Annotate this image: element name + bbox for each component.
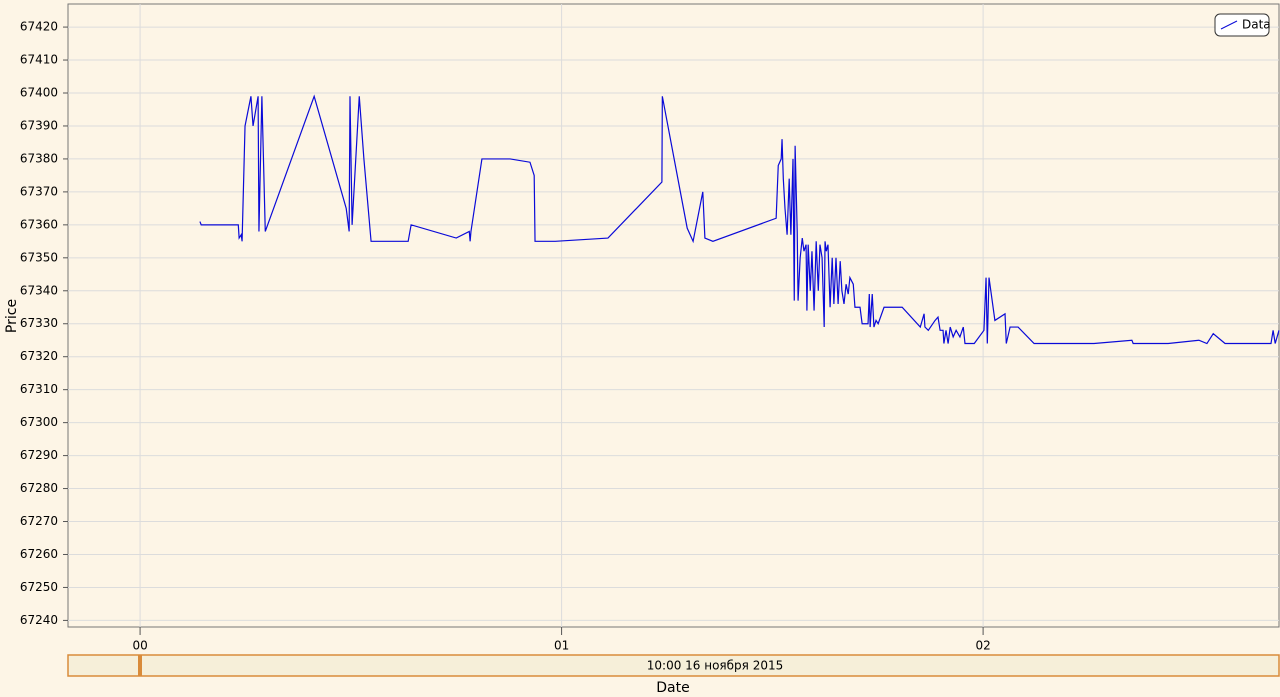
y-tick-label: 67340	[20, 283, 58, 297]
legend-swatch	[1220, 20, 1238, 30]
plot-area	[67, 3, 1280, 628]
legend: Data	[1214, 13, 1271, 37]
y-tick-label: 67290	[20, 448, 58, 462]
y-axis-label: Price	[4, 299, 20, 333]
grid	[68, 4, 1279, 627]
y-tick-label: 67320	[20, 349, 58, 363]
data-line	[199, 94, 1280, 345]
x-tick-label: 01	[554, 639, 569, 653]
y-tick-label: 67310	[20, 382, 58, 396]
y-tick-label: 67260	[20, 547, 58, 561]
y-tick-label: 67380	[20, 151, 58, 165]
y-tick-label: 67420	[20, 20, 58, 34]
y-tick-label: 67330	[20, 316, 58, 330]
x-tick-label: 00	[132, 639, 147, 653]
y-tick-label: 67390	[20, 118, 58, 132]
y-tick-label: 67410	[20, 53, 58, 67]
y-tick-label: 67360	[20, 217, 58, 231]
x-axis-label: Date	[656, 680, 689, 696]
navigator-thumb[interactable]	[138, 655, 142, 676]
y-tick-label: 67250	[20, 580, 58, 594]
y-tick-label: 67400	[20, 86, 58, 100]
y-tick-label: 67300	[20, 415, 58, 429]
y-tick-label: 67350	[20, 250, 58, 264]
legend-box	[1214, 13, 1270, 37]
y-tick-label: 67280	[20, 481, 58, 495]
legend-label: Data	[1242, 18, 1271, 32]
y-tick-label: 67240	[20, 613, 58, 627]
navigator-label: 10:00 16 ноября 2015	[647, 659, 783, 673]
y-tick-label: 67270	[20, 514, 58, 528]
navigator[interactable]	[67, 654, 1280, 677]
y-tick-label: 67370	[20, 184, 58, 198]
x-tick-label: 02	[975, 639, 990, 653]
